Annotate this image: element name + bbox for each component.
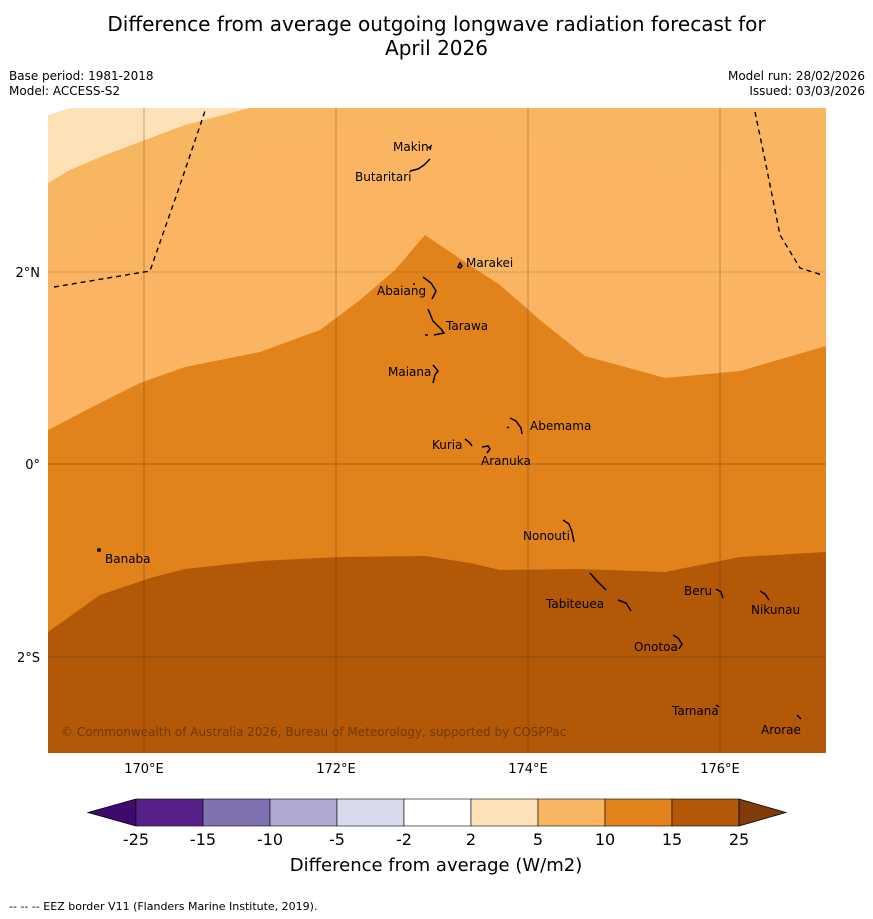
lat-label-2s: 2°S (17, 651, 40, 666)
label-butaritari: Butaritari (355, 170, 412, 184)
label-maiana: Maiana (388, 365, 431, 379)
colorbar-swatch (403, 798, 472, 827)
colorbar-tick-label: -25 (123, 830, 149, 849)
colorbar-swatch (537, 798, 606, 827)
colorbar: -25 -15 -10 -5 -2 2 5 10 15 25 (86, 798, 788, 849)
lon-label-176e: 176°E (700, 762, 740, 777)
eez-footer-note: -- -- -- EEZ border V11 (Flanders Marine… (9, 900, 318, 913)
colorbar-tick-label: 15 (662, 830, 682, 849)
label-arorae: Arorae (761, 723, 801, 737)
colorbar-swatch (202, 798, 271, 827)
colorbar-swatch (604, 798, 673, 827)
place-labels: Makin Butaritari Marakei Abaiang Tarawa … (105, 140, 801, 737)
colorbar-extend-high (738, 798, 788, 827)
lat-label-2n: 2°N (16, 266, 41, 281)
label-makin: Makin (393, 140, 429, 154)
model-name: Model: ACCESS-S2 (9, 84, 121, 98)
colorbar-swatch (135, 798, 204, 827)
label-nonouti: Nonouti (523, 529, 570, 543)
label-marakei: Marakei (466, 256, 513, 270)
map-area: © Commonwealth of Australia 2026, Bureau… (48, 108, 826, 753)
issued-date: Issued: 03/03/2026 (749, 84, 865, 98)
label-tabiteuea: Tabiteuea (545, 597, 604, 611)
lat-label-0: 0° (25, 458, 40, 473)
chart-title: Difference from average outgoing longwav… (0, 12, 873, 60)
colorbar-swatch (470, 798, 539, 827)
colorbar-tick-label: -5 (329, 830, 345, 849)
colorbar-tick-label: 10 (595, 830, 615, 849)
label-nikunau: Nikunau (751, 603, 800, 617)
label-onotoa: Onotoa (634, 640, 678, 654)
model-run: Model run: 28/02/2026 (727, 69, 865, 83)
lon-label-170e: 170°E (124, 762, 164, 777)
colorbar-label: Difference from average (W/m2) (290, 855, 582, 876)
lon-label-172e: 172°E (316, 762, 356, 777)
meta-right: Model run: 28/02/2026 Issued: 03/03/2026 (728, 69, 865, 99)
lon-label-174e: 174°E (508, 762, 548, 777)
colorbar-tick-label: 2 (466, 830, 476, 849)
label-beru: Beru (684, 584, 712, 598)
base-period: Base period: 1981-2018 (9, 69, 154, 83)
eez-border (53, 108, 823, 288)
label-tamana: Tamana (671, 704, 719, 718)
islands (97, 144, 802, 720)
colorbar-tick-label: 5 (533, 830, 543, 849)
colorbar-swatch (671, 798, 740, 827)
colorbar-swatch (269, 798, 338, 827)
colorbar-tick-label: -10 (257, 830, 283, 849)
title-line-2: April 2026 (385, 36, 488, 60)
label-banaba: Banaba (105, 552, 151, 566)
meta-left: Base period: 1981-2018 Model: ACCESS-S2 (9, 69, 154, 99)
colorbar-tick-label: 25 (729, 830, 749, 849)
label-kuria: Kuria (432, 438, 463, 452)
label-tarawa: Tarawa (445, 319, 488, 333)
gridlines (48, 108, 826, 753)
colorbar-tick-label: -2 (396, 830, 412, 849)
axis-labels: 2°N 0° 2°S 170°E 172°E 174°E 176°E (16, 266, 740, 777)
band-above-25 (48, 552, 826, 753)
label-abaiang: Abaiang (377, 284, 426, 298)
title-line-1: Difference from average outgoing longwav… (107, 12, 766, 36)
colorbar-tick-label: -15 (190, 830, 216, 849)
colorbar-swatch (336, 798, 405, 827)
colorbar-extend-low (86, 798, 137, 827)
copyright-notice: © Commonwealth of Australia 2026, Bureau… (61, 725, 566, 739)
label-abemama: Abemama (530, 419, 591, 433)
label-aranuka: Aranuka (481, 454, 531, 468)
